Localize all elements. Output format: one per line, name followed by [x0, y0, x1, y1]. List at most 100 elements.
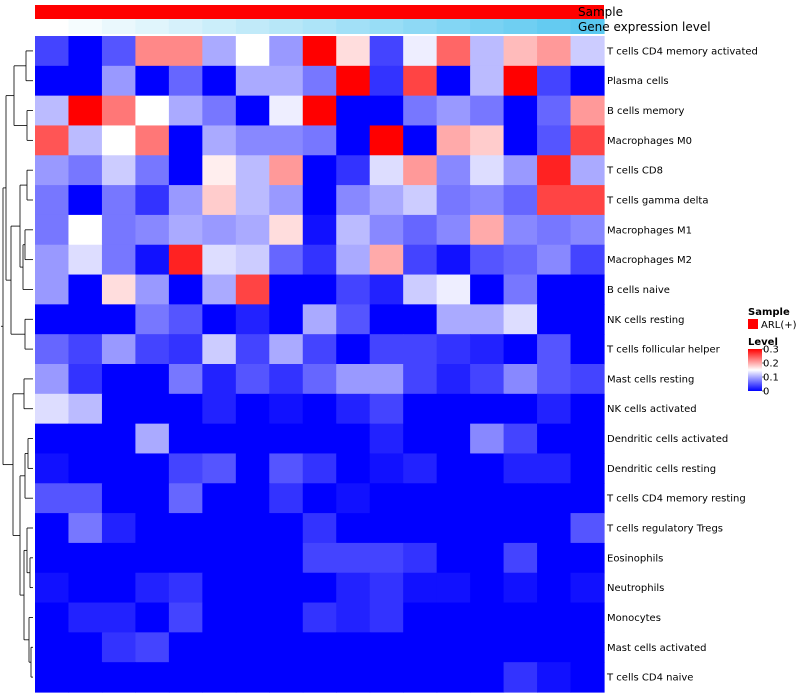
expression-annotation-cell	[168, 19, 203, 34]
heatmap-cell	[537, 364, 572, 395]
heatmap-cell	[403, 244, 438, 276]
heatmap-cell	[202, 364, 237, 395]
heatmap-cell	[168, 632, 203, 663]
heatmap-cell	[336, 453, 371, 484]
heatmap-cell	[369, 274, 404, 305]
heatmap-cell	[503, 65, 538, 97]
heatmap-cell	[302, 65, 337, 97]
heatmap-cell	[403, 304, 438, 335]
heatmap-cell	[235, 542, 270, 574]
heatmap-cell	[168, 125, 203, 156]
heatmap-cell	[336, 542, 371, 574]
heatmap-cell	[369, 513, 404, 544]
heatmap-cell	[369, 125, 404, 156]
heatmap-cell	[101, 572, 137, 604]
heatmap-cell	[269, 393, 304, 425]
heatmap-cell	[336, 513, 371, 544]
row-label: Plasma cells	[607, 76, 669, 87]
heatmap-cell	[235, 244, 270, 276]
row-label: T cells follicular helper	[606, 345, 721, 356]
heatmap-cell	[503, 483, 538, 514]
heatmap-cell	[302, 423, 337, 455]
row-label: Macrophages M0	[607, 136, 692, 147]
row-label: Mast cells resting	[607, 374, 694, 385]
heatmap-cell	[537, 304, 572, 335]
heatmap-cell	[235, 423, 270, 455]
expression-annotation-cell	[369, 19, 404, 34]
expression-annotation-cell	[470, 19, 505, 34]
heatmap-cell	[235, 602, 270, 633]
heatmap-cell	[470, 393, 505, 425]
heatmap-cell	[202, 393, 237, 425]
heatmap-cell	[202, 423, 237, 455]
heatmap-cell	[101, 95, 137, 127]
row-label: Dendritic cells resting	[607, 464, 716, 475]
heatmap-cell	[470, 185, 505, 216]
heatmap-cell	[470, 542, 505, 574]
heatmap-cell	[168, 95, 203, 127]
heatmap-cell	[503, 36, 538, 67]
heatmap-cell	[403, 36, 438, 67]
heatmap-cell	[470, 662, 505, 693]
heatmap-cell	[35, 542, 70, 574]
heatmap-cell	[470, 453, 505, 484]
heatmap-cell	[302, 155, 337, 186]
heatmap-cell	[235, 662, 270, 693]
heatmap-cell	[537, 65, 572, 97]
heatmap-cell	[168, 662, 203, 693]
row-label: Neutrophils	[607, 583, 664, 594]
heatmap-cell	[336, 483, 371, 514]
heatmap-cell	[135, 244, 170, 276]
heatmap-cell	[68, 185, 103, 216]
heatmap-cell	[68, 393, 103, 425]
heatmap-cell	[369, 662, 404, 693]
heatmap-cell	[302, 244, 337, 276]
heatmap-cell	[101, 513, 137, 544]
heatmap-cell	[403, 632, 438, 663]
heatmap-cell	[202, 453, 237, 484]
heatmap-cell	[503, 513, 538, 544]
legend-color-gradient	[748, 349, 762, 391]
heatmap-cell	[68, 513, 103, 544]
heatmap-cell	[202, 542, 237, 574]
heatmap-cell	[336, 304, 371, 335]
heatmap-cell	[269, 423, 304, 455]
heatmap-cell	[135, 95, 170, 127]
heatmap-cell	[235, 513, 270, 544]
heatmap-cell	[570, 185, 605, 216]
heatmap-cell	[35, 483, 70, 514]
heatmap-cell	[35, 65, 70, 97]
heatmap-cell	[68, 125, 103, 156]
heatmap-cell	[336, 423, 371, 455]
heatmap-cell	[168, 423, 203, 455]
heatmap-cell	[68, 542, 103, 574]
heatmap-cell	[369, 304, 404, 335]
legend: Sample ARL(+) Level 0.3 0.2 0.1 0	[748, 307, 797, 398]
heatmap-cell	[202, 155, 237, 186]
heatmap-cell	[269, 155, 304, 186]
heatmap-cell	[68, 155, 103, 186]
heatmap-cell	[403, 65, 438, 97]
heatmap-cell	[202, 65, 237, 97]
heatmap-cell	[202, 513, 237, 544]
legend-tick-label: 0.3	[763, 345, 779, 356]
heatmap-cell	[269, 274, 304, 305]
heatmap-cell	[470, 423, 505, 455]
heatmap-cell	[302, 214, 337, 246]
row-label: T cells gamma delta	[606, 196, 708, 207]
heatmap-cell	[168, 334, 203, 365]
heatmap-cell	[503, 632, 538, 663]
heatmap-cell	[269, 453, 304, 484]
heatmap-cell	[269, 95, 304, 127]
heatmap-cell	[269, 334, 304, 365]
heatmap-cell	[470, 632, 505, 663]
heatmap-cell	[101, 662, 137, 693]
row-labels: T cells CD4 memory activated Plasma cells…	[606, 46, 758, 683]
heatmap-cell	[436, 364, 471, 395]
heatmap-cell	[369, 542, 404, 574]
row-label: T cells CD4 memory resting	[606, 494, 746, 505]
heatmap-cell	[403, 662, 438, 693]
heatmap-cell	[68, 453, 103, 484]
heatmap-cell	[503, 185, 538, 216]
heatmap-cell	[470, 244, 505, 276]
